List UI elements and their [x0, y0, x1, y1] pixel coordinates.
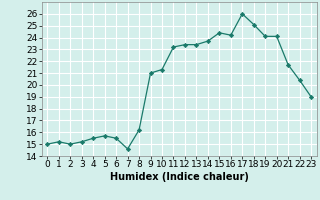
X-axis label: Humidex (Indice chaleur): Humidex (Indice chaleur) — [110, 172, 249, 182]
